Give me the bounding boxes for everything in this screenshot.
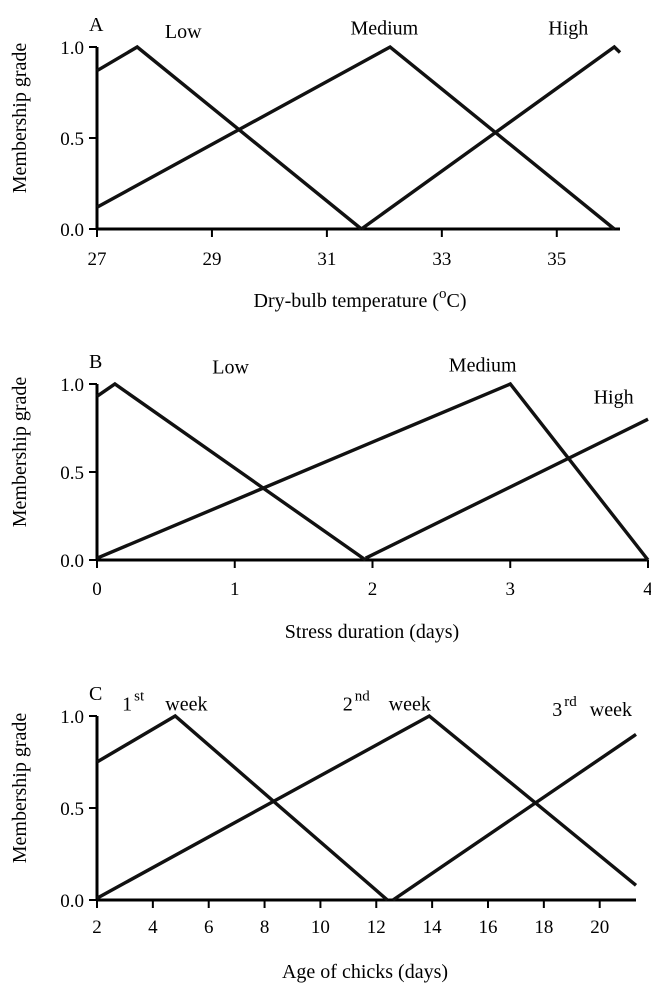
ordinal-suffix: nd xyxy=(355,688,371,704)
x-axis-title-unit: C) xyxy=(446,290,466,312)
membership-line-2 xyxy=(96,44,616,231)
set-label-week: week xyxy=(590,699,632,721)
y-axis-title: Membership grade xyxy=(9,43,31,194)
panel-a: 27 29 31 33 35 0.0 0.5 1.0A Membership grade Dry-… xyxy=(9,14,622,312)
y-tick-label: 1.0 xyxy=(60,707,84,728)
set-label: High xyxy=(548,17,588,39)
x-tick-label: 4 xyxy=(643,579,651,600)
ordinal-number: 3 xyxy=(552,699,562,721)
x-tick-label: 16 xyxy=(478,917,497,938)
x-tick-label: 35 xyxy=(547,249,566,270)
y-tick-label: 1.0 xyxy=(60,375,84,396)
x-tick-label: 3 xyxy=(506,579,516,600)
y-tick-label: 0.5 xyxy=(60,129,84,150)
x-tick-label: 27 xyxy=(88,249,107,270)
membership-line-3 xyxy=(392,732,637,902)
set-label: Medium xyxy=(449,355,517,377)
x-axis-title: Age of chicks (days) xyxy=(282,961,448,983)
ordinal-number: 2 xyxy=(343,693,353,715)
y-tick-label: 0.0 xyxy=(60,891,84,912)
membership-line-1 xyxy=(96,44,363,231)
panel-label: A xyxy=(89,14,104,36)
y-axis-title: Membership grade xyxy=(9,377,31,528)
set-label: Low xyxy=(165,21,202,43)
panel-label: B xyxy=(89,351,102,373)
x-tick-label: 6 xyxy=(204,917,214,938)
y-tick-label: 1.0 xyxy=(60,38,84,59)
y-axis-title: Membership grade xyxy=(9,713,31,864)
y-tick-label: 0.0 xyxy=(60,220,84,241)
x-tick-label: 10 xyxy=(311,917,330,938)
x-tick-label: 31 xyxy=(317,249,336,270)
x-tick-label: 2 xyxy=(368,579,378,600)
y-tick-label: 0.5 xyxy=(60,799,84,820)
set-label: High xyxy=(594,386,634,408)
membership-line-3 xyxy=(364,417,649,560)
set-label-week: week xyxy=(165,693,207,715)
x-tick-label: 0 xyxy=(92,579,102,600)
membership-line-1 xyxy=(96,381,367,562)
x-tick-label: 33 xyxy=(432,249,451,270)
x-axis-title-text: Dry-bulb temperature ( xyxy=(254,290,440,312)
x-tick-label: 8 xyxy=(260,917,270,938)
x-axis-title: Stress duration (days) xyxy=(285,621,459,643)
membership-line-1 xyxy=(96,713,389,902)
ordinal-suffix: st xyxy=(134,688,145,704)
set-label: Medium xyxy=(350,17,418,39)
y-tick-label: 0.5 xyxy=(60,463,84,484)
ordinal-suffix: rd xyxy=(564,694,577,710)
x-tick-label: 12 xyxy=(367,917,386,938)
panel-b: 0 1 2 3 4 0.0 0.5 1.0B Membership grade Stress du… xyxy=(9,351,651,643)
ordinal-number: 1 xyxy=(122,693,132,715)
membership-line-3 xyxy=(360,44,622,231)
x-axis-title: Dry-bulb temperature (oC) xyxy=(254,286,467,312)
x-tick-label: 18 xyxy=(534,917,553,938)
x-tick-label: 29 xyxy=(202,249,221,270)
x-tick-label: 1 xyxy=(230,579,240,600)
panel-label: C xyxy=(89,683,102,705)
degree-symbol: o xyxy=(439,286,447,302)
set-label-week: week xyxy=(389,693,431,715)
membership-line-2 xyxy=(96,381,650,562)
x-tick-label: 4 xyxy=(148,917,158,938)
x-tick-label: 20 xyxy=(590,917,609,938)
x-tick-label: 2 xyxy=(92,917,102,938)
x-tick-label: 14 xyxy=(423,917,443,938)
y-tick-label: 0.0 xyxy=(60,551,84,572)
membership-line-2 xyxy=(96,713,638,900)
set-label: Low xyxy=(212,356,249,378)
